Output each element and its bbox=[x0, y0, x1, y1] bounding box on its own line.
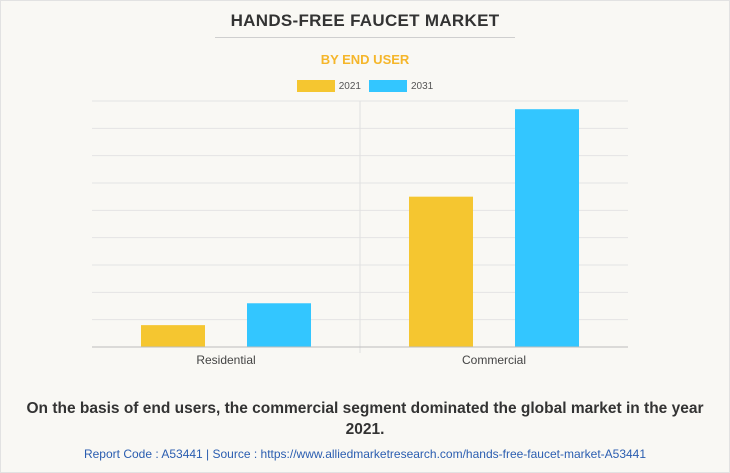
title-divider bbox=[215, 37, 515, 38]
legend-swatch-2021 bbox=[296, 80, 335, 92]
legend-label-2031: 2031 bbox=[411, 80, 434, 92]
x-tick-label: Residential bbox=[196, 353, 255, 367]
chart-title: HANDS-FREE FAUCET MARKET bbox=[230, 11, 500, 30]
bar-residential-2031 bbox=[247, 303, 311, 347]
bar-commercial-2021 bbox=[409, 196, 473, 347]
bar-residential-2021 bbox=[141, 325, 205, 347]
legend-item-2031: 2031 bbox=[369, 80, 433, 92]
chart-legend: 2021 2031 bbox=[0, 80, 730, 92]
chart-caption: On the basis of end users, the commercia… bbox=[26, 400, 704, 438]
legend-swatch-2031 bbox=[369, 80, 407, 92]
bar-commercial-2031 bbox=[515, 109, 579, 347]
legend-label-2021: 2021 bbox=[338, 80, 361, 92]
chart-subtitle: BY END USER bbox=[320, 52, 410, 67]
x-tick-label: Commercial bbox=[462, 353, 526, 367]
source-footer: Report Code : A53441 | Source : https://… bbox=[83, 447, 647, 461]
legend-item-2021: 2021 bbox=[296, 80, 361, 92]
